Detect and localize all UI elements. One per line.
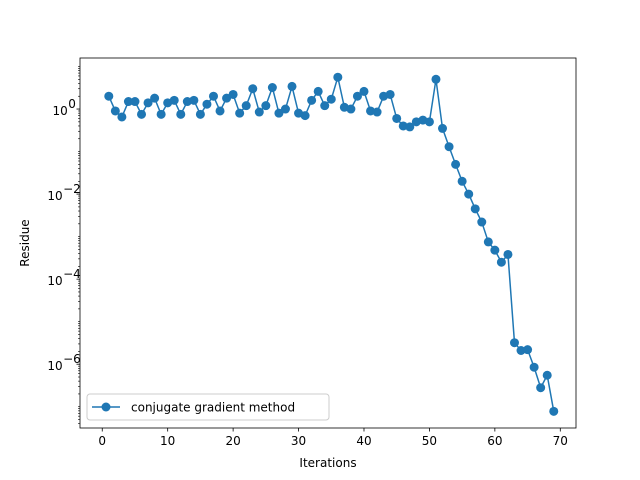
data-point [536,383,546,393]
data-point [287,81,297,91]
data-point [346,104,356,114]
y-tick-label: 10 [47,359,62,373]
data-point [248,84,258,94]
y-tick-label: 10 [47,274,62,288]
data-point [254,107,264,117]
legend-marker-swatch [101,402,111,412]
x-tick-label: 0 [98,434,106,448]
data-point [333,72,343,82]
data-point [326,94,336,104]
x-tick-label: 30 [291,434,306,448]
y-tick-exponent: −2 [63,182,81,196]
data-point [542,370,552,380]
data-point [208,91,218,101]
data-point [490,245,500,255]
data-point [195,109,205,119]
legend-entry-label: conjugate gradient method [131,401,295,415]
y-tick-exponent: −4 [63,267,81,281]
data-point [261,101,271,111]
data-point [549,406,559,416]
data-point [451,159,461,169]
data-point [438,123,448,133]
x-tick-label: 70 [553,434,568,448]
data-point [464,189,474,199]
data-point [509,338,519,348]
data-point [320,101,330,111]
data-point [130,97,140,107]
x-axis-label: Iterations [299,456,356,470]
data-point [176,109,186,119]
data-point [503,249,513,259]
data-point [483,237,493,247]
data-point [235,108,245,118]
legend: conjugate gradient method [86,393,330,421]
data-point [169,95,179,105]
data-point [143,98,153,108]
data-point [424,117,434,127]
x-tick-label: 60 [487,434,502,448]
x-tick-label: 20 [225,434,240,448]
y-tick-exponent: 0 [68,97,76,111]
data-point [123,97,133,107]
data-point [516,346,526,355]
data-point [405,122,415,132]
data-point [202,99,212,109]
data-point [189,95,199,105]
data-point [307,95,317,105]
data-point [137,109,147,119]
plot-area [80,58,576,428]
y-tick-label: 10 [47,189,62,203]
data-point [267,83,277,93]
x-tick-label: 40 [356,434,371,448]
data-point [529,362,539,372]
data-point [300,111,310,121]
legend-box [86,393,330,421]
data-point [431,74,441,84]
data-point [274,108,284,118]
data-point [215,106,225,116]
data-point [385,89,395,99]
data-point [496,257,506,267]
data-point [457,176,467,186]
data-point [470,204,480,214]
data-point [104,91,114,101]
data-point [392,113,402,123]
data-point [313,86,323,96]
data-point [117,112,127,122]
data-point [352,91,362,101]
series-layer [104,72,559,416]
x-axis-ticks: 0 10 20 30 40 50 60 70 [98,428,568,448]
data-point [222,93,232,103]
data-point [241,101,251,111]
y-tick-exponent: −6 [63,352,81,366]
y-axis-label: Residue [18,219,32,266]
data-point [523,345,533,355]
data-point [280,104,290,114]
x-tick-label: 10 [160,434,175,448]
data-point [156,109,166,119]
data-point [110,106,120,116]
data-point [150,93,160,103]
data-point [359,86,369,96]
data-point [444,142,454,152]
data-point [228,89,238,99]
y-tick-label: 10 [53,104,68,118]
data-point [372,107,382,117]
x-tick-label: 50 [422,434,437,448]
data-point [477,217,487,227]
